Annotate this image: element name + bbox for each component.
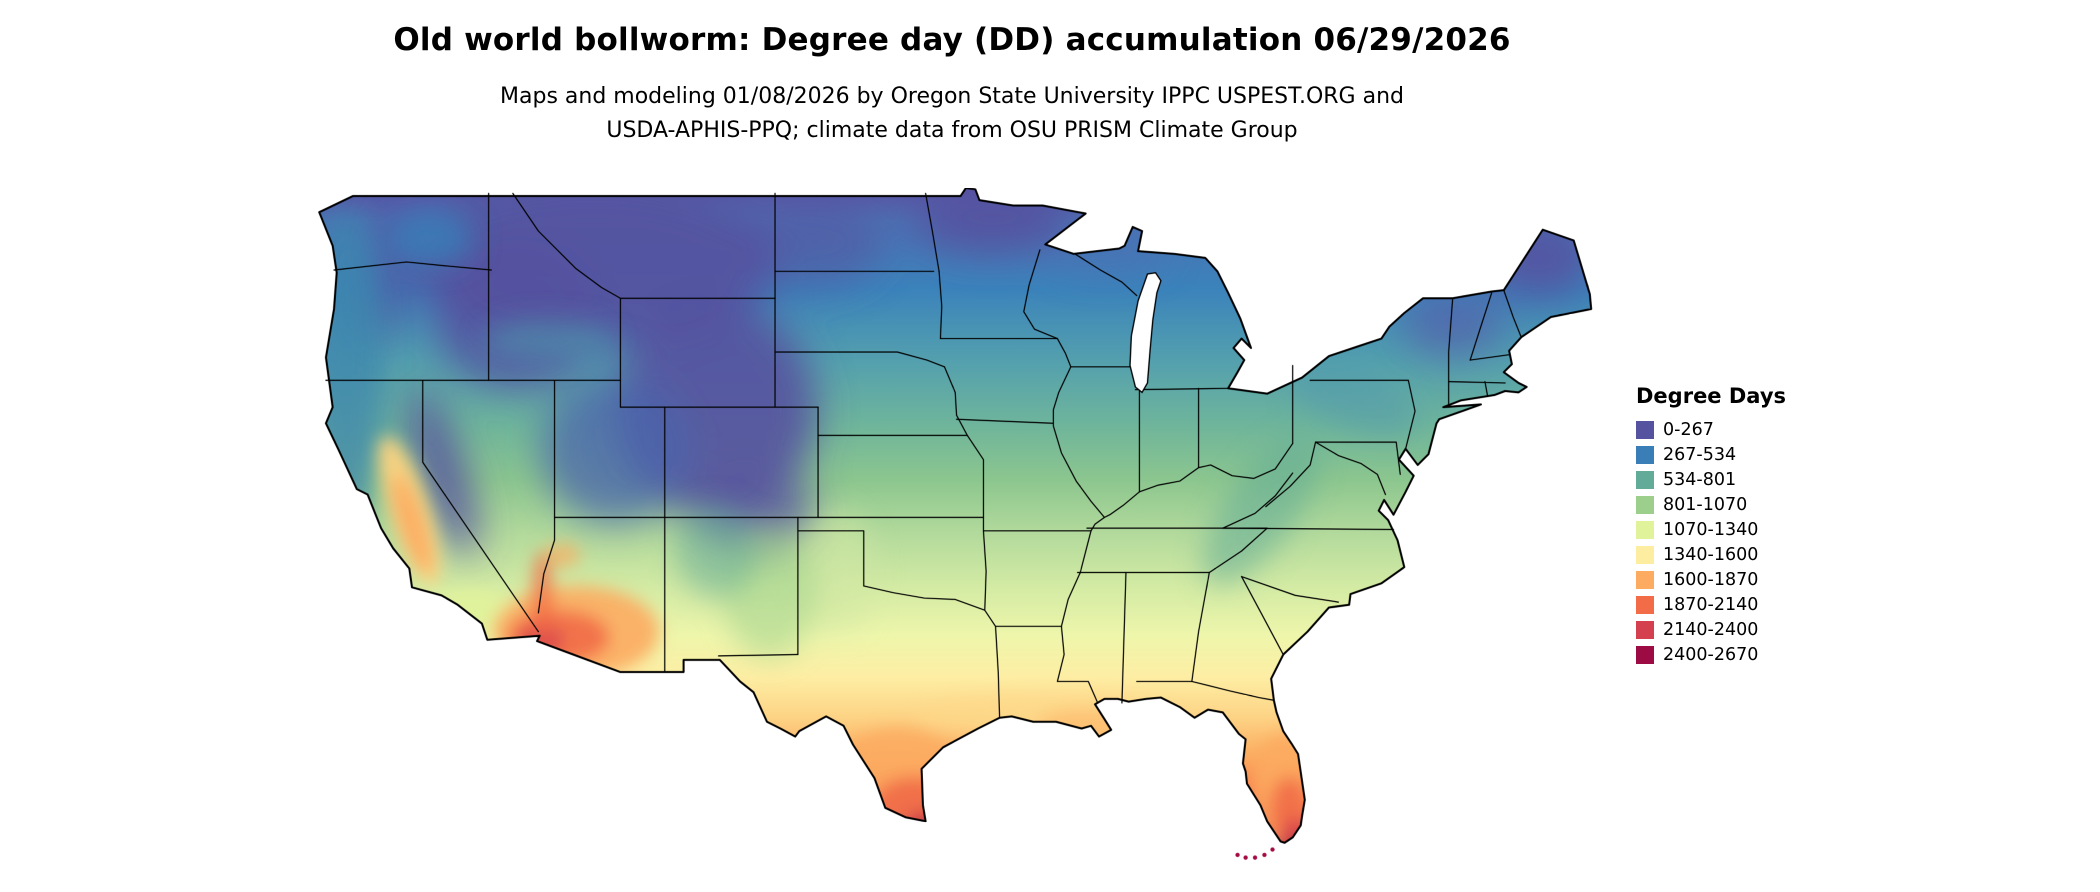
legend-row: 1070-1340 (1636, 517, 1786, 542)
legend-swatch (1636, 570, 1654, 589)
legend-row: 2140-2400 (1636, 617, 1786, 642)
us-map-svg (318, 188, 1593, 860)
legend-label: 1600-1870 (1663, 569, 1759, 590)
legend-swatch (1636, 445, 1654, 464)
legend-label: 1340-1600 (1663, 544, 1759, 565)
subtitle-line-1: Maps and modeling 01/08/2026 by Oregon S… (500, 84, 1404, 109)
legend-label: 0-267 (1663, 419, 1714, 440)
us-outline (318, 188, 1593, 844)
legend-label: 1870-2140 (1663, 594, 1759, 615)
legend-row: 1340-1600 (1636, 542, 1786, 567)
legend-swatch (1636, 645, 1654, 664)
legend-swatch (1636, 520, 1654, 539)
legend-entries: 0-267 267-534 534-801 801-1070 1070-1340… (1636, 417, 1786, 667)
legend-swatch (1636, 595, 1654, 614)
legend-swatch (1636, 495, 1654, 514)
legend-row: 267-534 (1636, 442, 1786, 467)
map-title: Old world bollworm: Degree day (DD) accu… (393, 22, 1511, 58)
legend-label: 2400-2670 (1663, 644, 1759, 665)
legend-swatch (1636, 620, 1654, 639)
legend-label: 801-1070 (1663, 494, 1748, 515)
subtitle-line-2: USDA-APHIS-PPQ; climate data from OSU PR… (606, 118, 1298, 143)
legend: Degree Days 0-267 267-534 534-801 801-10… (1636, 384, 1786, 667)
legend-label: 2140-2400 (1663, 619, 1759, 640)
legend-title: Degree Days (1636, 384, 1787, 408)
state-borders (325, 192, 1522, 719)
legend-swatch (1636, 420, 1654, 439)
legend-row: 801-1070 (1636, 492, 1786, 517)
lake-michigan (1129, 271, 1162, 394)
legend-label: 1070-1340 (1663, 519, 1759, 540)
legend-row: 534-801 (1636, 467, 1786, 492)
legend-swatch (1636, 470, 1654, 489)
legend-row: 0-267 (1636, 417, 1786, 442)
legend-swatch (1636, 545, 1654, 564)
florida-keys (1235, 847, 1275, 860)
us-degree-day-map (312, 188, 1597, 867)
legend-label: 534-801 (1663, 469, 1737, 490)
map-subtitle: Maps and modeling 01/08/2026 by Oregon S… (0, 80, 1904, 148)
legend-row: 1870-2140 (1636, 592, 1786, 617)
legend-label: 267-534 (1663, 444, 1737, 465)
degree-day-raster (319, 188, 1592, 843)
legend-row: 1600-1870 (1636, 567, 1786, 592)
legend-row: 2400-2670 (1636, 642, 1786, 667)
